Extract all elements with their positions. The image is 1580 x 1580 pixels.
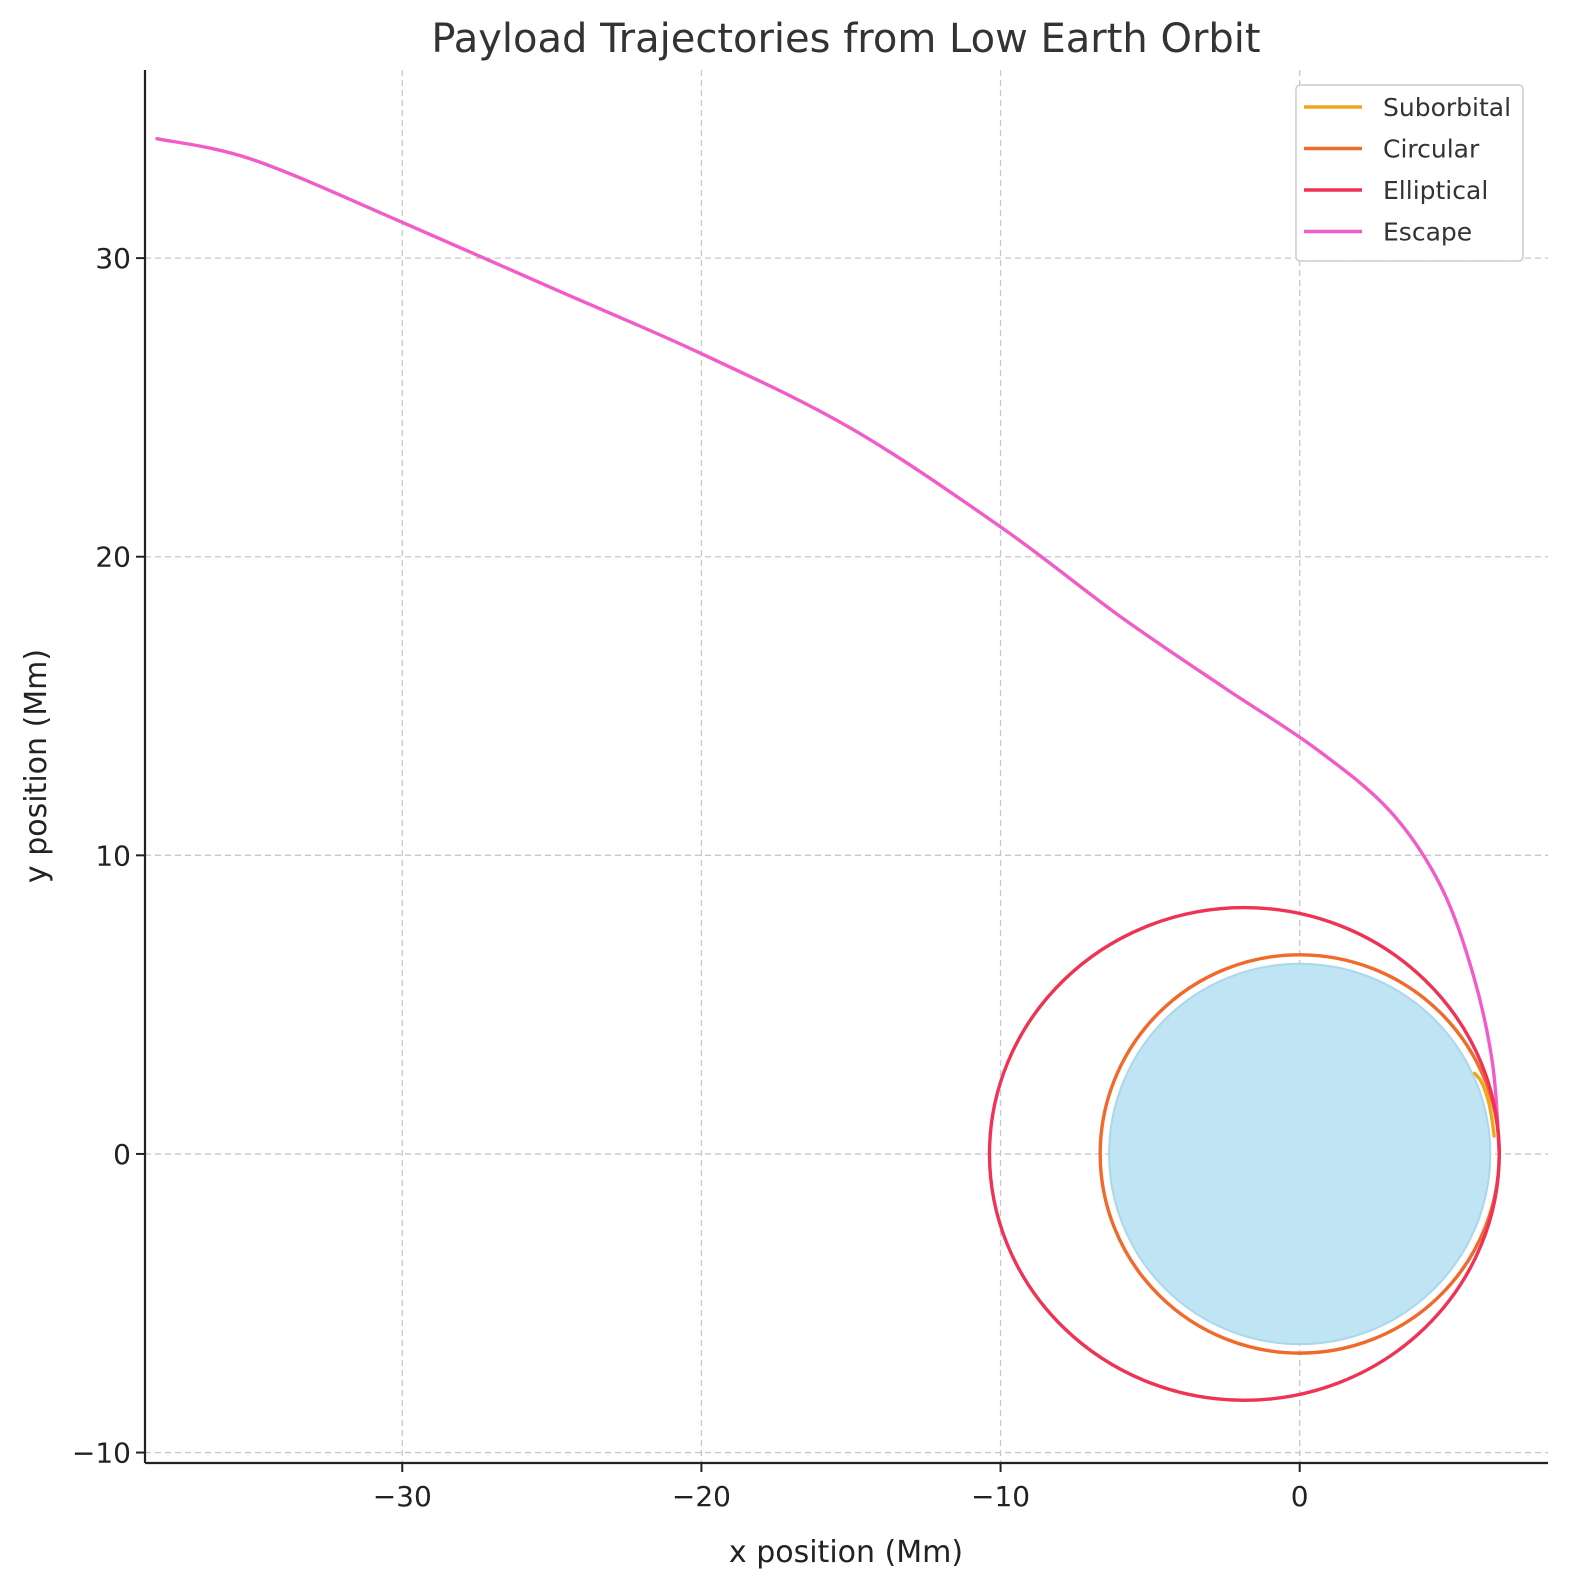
x-tick-label: −20 (672, 1480, 731, 1513)
y-tick-label: 30 (95, 242, 131, 275)
x-tick-label: −10 (971, 1480, 1030, 1513)
legend: Suborbital Circular Elliptical Escape (1295, 84, 1524, 262)
axes (143, 70, 1548, 1465)
series-suborbital (1473, 1071, 1496, 1138)
legend-label-elliptical: Elliptical (1383, 176, 1488, 205)
legend-label-circular: Circular (1383, 135, 1480, 164)
series-escape (155, 136, 1501, 1156)
earth-layer (1108, 962, 1492, 1346)
legend-label-suborbital: Suborbital (1383, 93, 1511, 122)
x-tick-label: −30 (373, 1480, 432, 1513)
x-tick-label: 0 (1291, 1480, 1309, 1513)
ticks: −30 −20 −10 0 −10 0 10 20 30 (72, 242, 1309, 1513)
series-elliptical (987, 905, 1501, 1402)
y-axis-label: y position (Mm) (19, 649, 54, 883)
y-tick-label: 20 (95, 541, 131, 574)
chart-title: Payload Trajectories from Low Earth Orbi… (431, 16, 1260, 62)
x-axis-label: x position (Mm) (729, 1535, 963, 1570)
earth-disc (1108, 962, 1492, 1346)
legend-label-escape: Escape (1383, 218, 1472, 247)
y-tick-label: 10 (95, 839, 131, 872)
legend-frame (1295, 84, 1524, 262)
y-tick-label: 0 (113, 1138, 131, 1171)
y-tick-label: −10 (72, 1437, 131, 1470)
series-layer (155, 136, 1501, 1402)
